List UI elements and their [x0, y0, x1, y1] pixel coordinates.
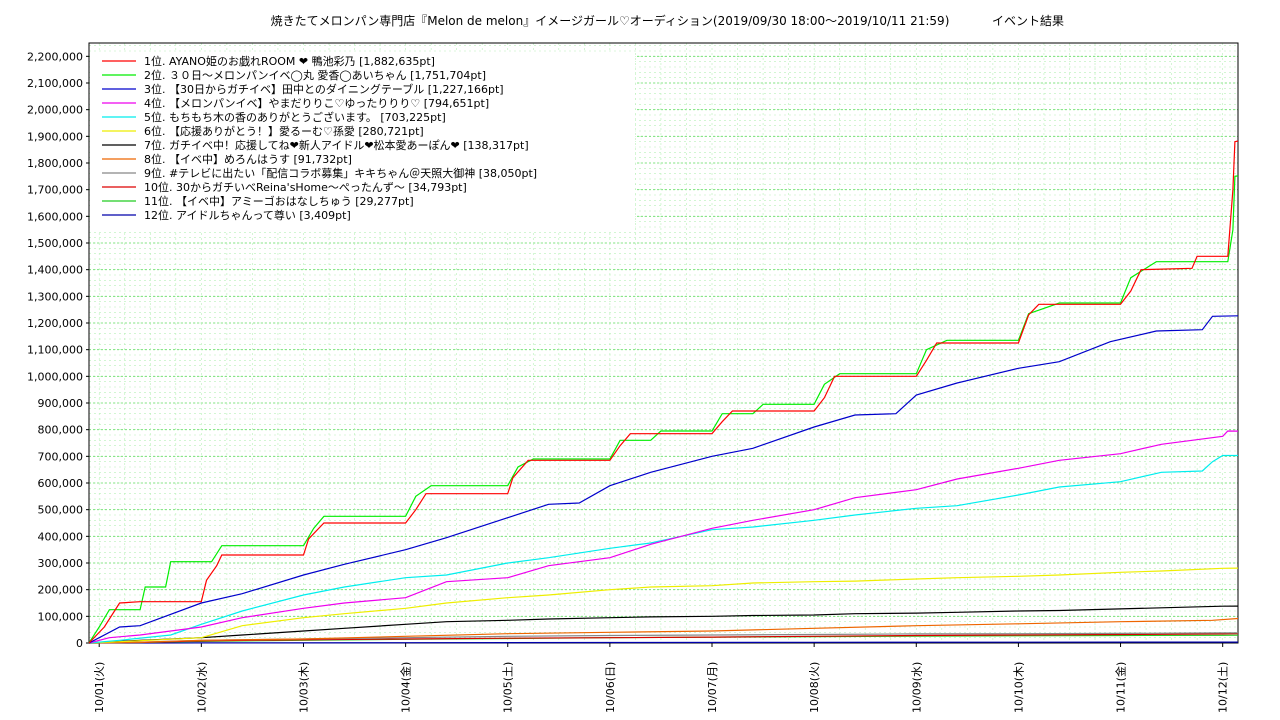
- chart-subtitle: イベント結果: [992, 14, 1064, 28]
- series-line: [88, 617, 1239, 644]
- series-line: [88, 175, 1239, 644]
- x-tick-label: 10/09(水): [910, 662, 923, 713]
- y-tick-label: 1,200,000: [27, 317, 83, 330]
- legend-entry: 11位. 【イベ中】アミーゴおはなしちゅう [29,277pt]: [144, 194, 414, 208]
- y-tick-label: 300,000: [38, 557, 84, 570]
- x-tick-label: 10/12(土): [1217, 662, 1230, 713]
- y-tick-label: 1,900,000: [27, 130, 83, 143]
- y-tick-label: 1,100,000: [27, 344, 83, 357]
- legend-entry: 10位. 30からガチいべReina'sHome〜ぺったんず〜 [34,793p…: [144, 180, 467, 194]
- y-tick-label: 400,000: [38, 530, 84, 543]
- legend-entry: 8位. 【イベ中】めろんはうす [91,732pt]: [144, 152, 352, 166]
- x-tick-label: 10/11(金): [1114, 662, 1128, 713]
- series-line: [88, 315, 1239, 644]
- x-tick-label: 10/08(火): [808, 662, 821, 713]
- x-tick-label: 10/07(月): [706, 662, 719, 713]
- x-tick-label: 10/02(水): [195, 662, 208, 713]
- x-axis: 10/01(火) 10/02(水) 10/03(木) 10/04(金) 10/05(土)…: [93, 643, 1230, 713]
- legend-entry: 1位. AYANO姫のお戯れROOM ❤ 鴨池彩乃 [1,882,635pt]: [144, 54, 435, 68]
- series-line: [88, 633, 1239, 644]
- y-tick-label: 900,000: [38, 397, 84, 410]
- x-tick-label: 10/03(木): [297, 662, 310, 713]
- y-tick-label: 100,000: [38, 610, 84, 623]
- legend-entry: 2位. ３０日〜メロンパンイベ◯丸 愛香◯あいちゃん [1,751,704pt]: [144, 68, 486, 82]
- x-tick-label: 10/05(土): [502, 662, 515, 713]
- series-line: [88, 605, 1239, 644]
- x-tick-label: 10/06(日): [604, 662, 617, 713]
- legend-entry: 5位. もちもち木の香のありがとうございます。 [703,225pt]: [144, 110, 446, 124]
- y-tick-label: 600,000: [38, 477, 84, 490]
- y-tick-label: 500,000: [38, 504, 84, 517]
- series-line: [88, 140, 1239, 644]
- legend-box: [90, 53, 635, 231]
- y-tick-label: 1,600,000: [27, 210, 83, 223]
- y-tick-label: 200,000: [38, 584, 84, 597]
- legend-entry: 3位. 【30日からガチイベ】田中とのダイニングテーブル [1,227,166p…: [144, 82, 504, 96]
- y-tick-label: 1,000,000: [27, 370, 83, 383]
- series-line: [88, 641, 1238, 644]
- y-axis: 0 100,000 200,000 300,000 400,000 500,000 600,…: [27, 50, 89, 650]
- x-tick-label: 10/01(火): [93, 662, 106, 713]
- y-tick-label: 1,300,000: [27, 290, 83, 303]
- legend-entry: 6位. 【応援ありがとう！】愛るーむ♡孫愛 [280,721pt]: [144, 124, 424, 138]
- series-lines: [88, 140, 1239, 644]
- series-line: [88, 567, 1239, 644]
- y-tick-label: 2,200,000: [27, 50, 83, 63]
- x-tick-label: 10/04(金): [399, 662, 413, 713]
- y-tick-label: 2,000,000: [27, 104, 83, 117]
- legend-entry: 9位. #テレビに出たい「配信コラボ募集」キキちゃん＠天照大御神 [38,050…: [144, 166, 537, 180]
- series-line: [88, 430, 1239, 644]
- series-line: [88, 454, 1238, 644]
- y-tick-label: 0: [76, 637, 83, 650]
- x-tick-label: 10/10(木): [1012, 662, 1025, 713]
- y-tick-label: 1,500,000: [27, 237, 83, 250]
- legend: 1位. AYANO姫のお戯れROOM ❤ 鴨池彩乃 [1,882,635pt]2…: [90, 53, 635, 231]
- y-tick-label: 2,100,000: [27, 77, 83, 90]
- legend-entry: 7位. ガチイベ中！応援してね❤新人アイドル❤松本愛あーぽん❤ [138,317…: [144, 138, 529, 152]
- y-tick-label: 1,700,000: [27, 184, 83, 197]
- y-tick-label: 800,000: [38, 424, 84, 437]
- legend-entry: 4位. 【メロンパンイベ】やまだりりこ♡ゆったりりり♡ [794,651pt]: [144, 96, 489, 110]
- legend-entry: 12位. アイドルちゃんって尊い [3,409pt]: [144, 208, 351, 222]
- y-tick-label: 1,800,000: [27, 157, 83, 170]
- chart-title: 焼きたてメロンパン専門店『Melon de melon』イメージガール♡オーディ…: [271, 13, 950, 28]
- y-tick-label: 700,000: [38, 450, 84, 463]
- y-tick-label: 1,400,000: [27, 264, 83, 277]
